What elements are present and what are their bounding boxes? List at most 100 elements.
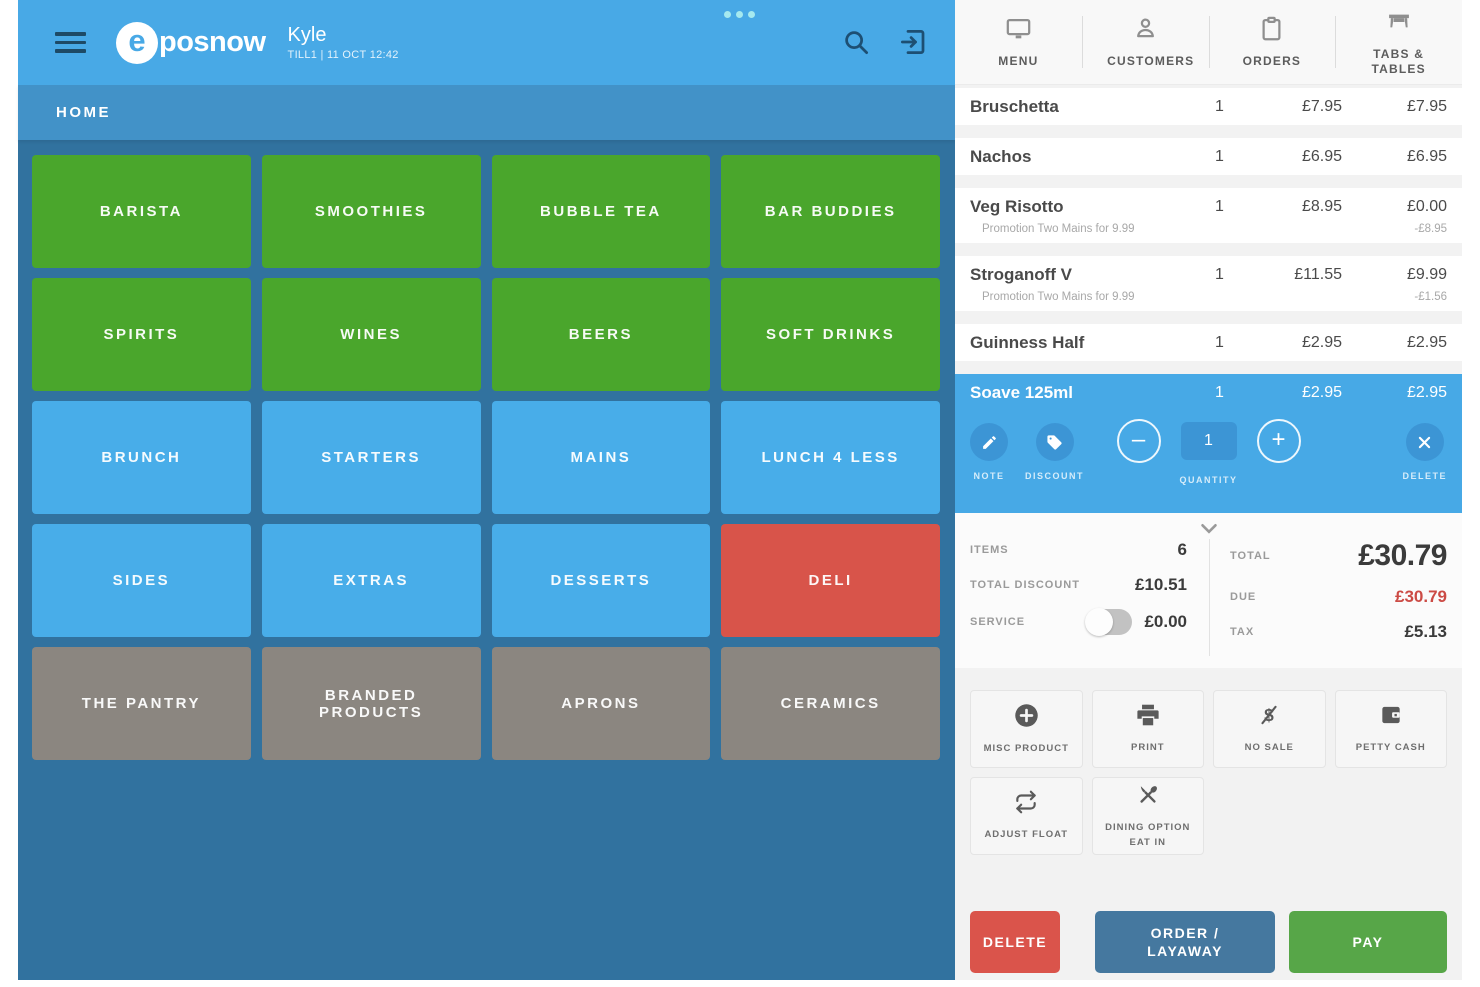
due-value: £30.79 <box>1395 587 1447 606</box>
category-tile[interactable]: SPIRITS <box>32 278 251 391</box>
quantity-control: – 1 + QUANTITY <box>1116 419 1301 485</box>
clipboard-icon <box>1258 15 1285 47</box>
item-unit-price: £2.95 <box>1301 384 1342 401</box>
item-line-total: £7.95 <box>1406 98 1447 115</box>
printer-icon <box>1135 702 1161 733</box>
person-icon <box>1132 15 1159 47</box>
total-discount-value: £10.51 <box>1135 575 1187 594</box>
order-item-row[interactable]: Bruschetta 1 £7.95 £7.95 <box>955 88 1462 125</box>
category-tile[interactable]: BEERS <box>491 278 711 391</box>
item-name: Soave 125ml <box>970 383 1074 402</box>
category-tile[interactable]: BRANDED PRODUCTS <box>261 647 481 760</box>
selected-order-item-row[interactable]: Soave 125ml 1 £2.95 £2.95 <box>955 374 1462 409</box>
service-toggle[interactable] <box>1085 608 1133 636</box>
logout-icon[interactable] <box>898 27 928 62</box>
search-icon[interactable] <box>841 27 871 62</box>
order-item-row[interactable]: Veg Risotto 1 £8.95 £0.00 Promotion Two … <box>955 188 1462 243</box>
item-name: Nachos <box>970 147 1032 166</box>
misc-product-label: MISC PRODUCT <box>983 742 1069 754</box>
adjust-float-button[interactable]: ADJUST FLOAT <box>970 777 1083 855</box>
due-label: DUE <box>1230 591 1257 603</box>
order-item-row[interactable]: Stroganoff V 1 £11.55 £9.99 Promotion Tw… <box>955 256 1462 311</box>
nav-item-orders[interactable]: ORDERS <box>1208 0 1336 84</box>
order-items-list: Bruschetta 1 £7.95 £7.95 Nachos 1 £6.95 … <box>955 85 1462 374</box>
total-row: TOTAL £30.79 <box>1230 539 1447 573</box>
category-tile[interactable]: CERAMICS <box>721 647 940 760</box>
total-discount-label: TOTAL DISCOUNT <box>970 579 1080 591</box>
discount-button[interactable]: DISCOUNT <box>1025 423 1084 481</box>
nav-item-menu[interactable]: MENU <box>955 0 1082 84</box>
promotion-amount: -£1.56 <box>1414 291 1447 303</box>
quantity-row: – 1 + <box>1116 419 1301 463</box>
category-tile[interactable]: SIDES <box>32 524 251 637</box>
ellipsis-dots-icon[interactable] <box>724 11 755 18</box>
quantity-decrease-button[interactable]: – <box>1116 419 1161 463</box>
no-sale-button[interactable]: $ NO SALE <box>1213 690 1326 768</box>
cutlery-icon <box>1135 782 1161 813</box>
items-value: 6 <box>1177 540 1187 559</box>
category-tile[interactable]: DELI <box>721 524 940 637</box>
order-item-row[interactable]: Nachos 1 £6.95 £6.95 <box>955 138 1462 175</box>
category-tile[interactable]: THE PANTRY <box>32 647 251 760</box>
total-discount-row: TOTAL DISCOUNT £10.51 <box>970 574 1187 596</box>
category-tile[interactable]: SOFT DRINKS <box>721 278 940 391</box>
item-quantity: 1 <box>1215 198 1224 215</box>
nav-item-tabs-tables[interactable]: TABS & TABLES <box>1335 0 1462 84</box>
category-tile[interactable]: MAINS <box>491 401 711 514</box>
nav-label: MENU <box>998 54 1039 68</box>
wallet-icon <box>1378 702 1404 733</box>
category-grid: BARISTA SMOOTHIES BUBBLE TEA BAR BUDDIES… <box>18 140 955 760</box>
category-tile[interactable]: EXTRAS <box>261 524 481 637</box>
quantity-increase-button[interactable]: + <box>1256 419 1301 463</box>
item-name: Stroganoff V <box>970 265 1072 284</box>
top-header: e posnow Kyle TILL1 | 11 OCT 12:42 <box>18 0 955 85</box>
order-layaway-button[interactable]: ORDER / LAYAWAY <box>1095 911 1275 973</box>
table-icon <box>1385 7 1413 40</box>
pay-button[interactable]: PAY <box>1289 911 1447 973</box>
dining-option-button[interactable]: DINING OPTION EAT IN <box>1091 777 1204 855</box>
order-item-row[interactable]: Guinness Half 1 £2.95 £2.95 <box>955 324 1462 361</box>
dining-option-label: DINING OPTION EAT IN <box>1105 821 1190 850</box>
totals-left-column: ITEMS 6 TOTAL DISCOUNT £10.51 SERVICE £0… <box>970 539 1210 656</box>
quantity-input[interactable]: 1 <box>1180 422 1237 460</box>
tax-label: TAX <box>1230 626 1255 638</box>
category-tile[interactable]: BRUNCH <box>32 401 251 514</box>
misc-product-button[interactable]: MISC PRODUCT <box>970 690 1083 768</box>
order-panel-nav: MENU CUSTOMERS ORDERS TABS & TABLES <box>955 0 1462 85</box>
delete-order-button[interactable]: DELETE <box>970 911 1060 973</box>
category-tile[interactable]: WINES <box>261 278 481 391</box>
category-tile[interactable]: DESSERTS <box>491 524 711 637</box>
category-tile[interactable]: BAR BUDDIES <box>721 155 940 268</box>
nav-label: ORDERS <box>1242 54 1302 68</box>
menu-hamburger-icon[interactable] <box>55 32 86 53</box>
plus-circle-icon <box>1013 702 1040 734</box>
nav-label: CUSTOMERS <box>1107 54 1195 68</box>
item-quantity: 1 <box>1215 266 1224 283</box>
item-line-total: £6.95 <box>1406 148 1447 165</box>
logo-circle: e <box>116 21 158 64</box>
note-button[interactable]: NOTE <box>970 423 1008 481</box>
category-tile[interactable]: APRONS <box>491 647 711 760</box>
order-item-main: Nachos 1 £6.95 £6.95 <box>955 147 1462 167</box>
category-tile[interactable]: SMOOTHIES <box>261 155 481 268</box>
category-tile[interactable]: STARTERS <box>261 401 481 514</box>
repeat-arrows-icon <box>1013 789 1039 820</box>
total-value: £30.79 <box>1358 539 1447 572</box>
print-button[interactable]: PRINT <box>1091 690 1204 768</box>
promotion-amount: -£8.95 <box>1414 223 1447 235</box>
item-quantity: 1 <box>1215 148 1224 165</box>
adjust-float-label: ADJUST FLOAT <box>984 829 1069 841</box>
category-tile[interactable]: BUBBLE TEA <box>491 155 711 268</box>
category-tile[interactable]: BARISTA <box>32 155 251 268</box>
petty-cash-button[interactable]: PETTY CASH <box>1334 690 1447 768</box>
nav-item-customers[interactable]: CUSTOMERS <box>1081 0 1209 84</box>
till-info: TILL1 | 11 OCT 12:42 <box>287 49 399 61</box>
category-tile[interactable]: LUNCH 4 LESS <box>721 401 940 514</box>
quantity-label: QUANTITY <box>1179 475 1238 485</box>
delete-item-button[interactable]: DELETE <box>1402 423 1447 481</box>
item-name: Bruschetta <box>970 97 1059 116</box>
chevron-down-icon[interactable] <box>1196 515 1222 546</box>
breadcrumb[interactable]: HOME <box>18 85 955 140</box>
order-item-main: Stroganoff V 1 £11.55 £9.99 <box>955 265 1462 285</box>
item-quantity: 1 <box>1215 384 1224 401</box>
